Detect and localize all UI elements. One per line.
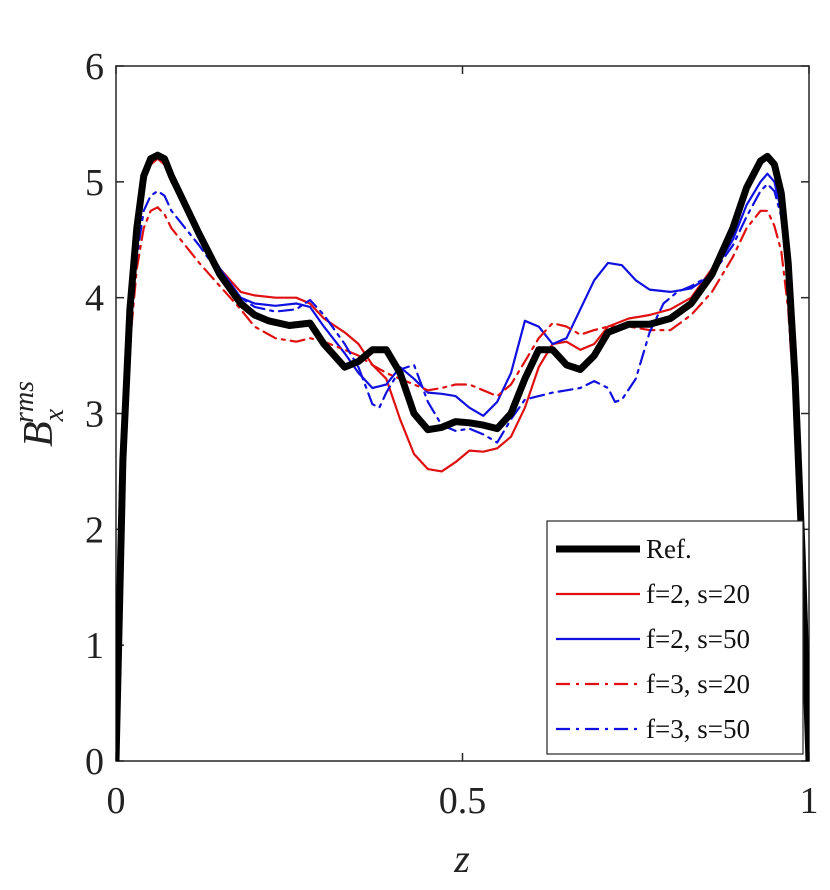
y-tick-label: 4: [85, 278, 104, 320]
legend-label: f=3, s=20: [646, 669, 750, 699]
y-tick-label: 5: [85, 162, 104, 204]
legend-label: Ref.: [646, 534, 692, 564]
y-axis-label-sub: x: [39, 408, 70, 422]
y-axis-label-sup: rms: [9, 381, 40, 423]
tick-labels: 0 0.5 1 0 1 2 3 4 5 6: [85, 46, 819, 822]
y-tick-label: 0: [85, 741, 104, 783]
legend-box: [546, 520, 804, 755]
y-tick-label: 2: [85, 509, 104, 551]
legend-label: f=3, s=50: [646, 714, 750, 744]
x-tick-label: 1: [800, 780, 819, 822]
series-line-f-3-s-20: [116, 206, 809, 761]
series-layer: [116, 151, 809, 761]
y-tick-label: 3: [85, 394, 104, 436]
y-axis-label: Bxrms: [9, 381, 70, 447]
series-line-f-3-s-50: [116, 183, 809, 761]
x-tick-label: 0.5: [439, 780, 487, 822]
x-tick-label: 0: [107, 780, 126, 822]
series-line-ref: [116, 151, 809, 761]
x-axis-label: z: [453, 836, 470, 881]
legend: Ref. f=2, s=20 f=2, s=50 f=3, s=20 f=3, s=50: [546, 520, 804, 755]
y-tick-label: 1: [85, 625, 104, 667]
y-axis-label-base: B: [16, 421, 62, 447]
y-tick-label: 6: [85, 46, 104, 88]
legend-label: f=2, s=20: [646, 579, 750, 609]
legend-label: f=2, s=50: [646, 624, 750, 654]
svg-text:Bxrms: Bxrms: [9, 381, 70, 447]
